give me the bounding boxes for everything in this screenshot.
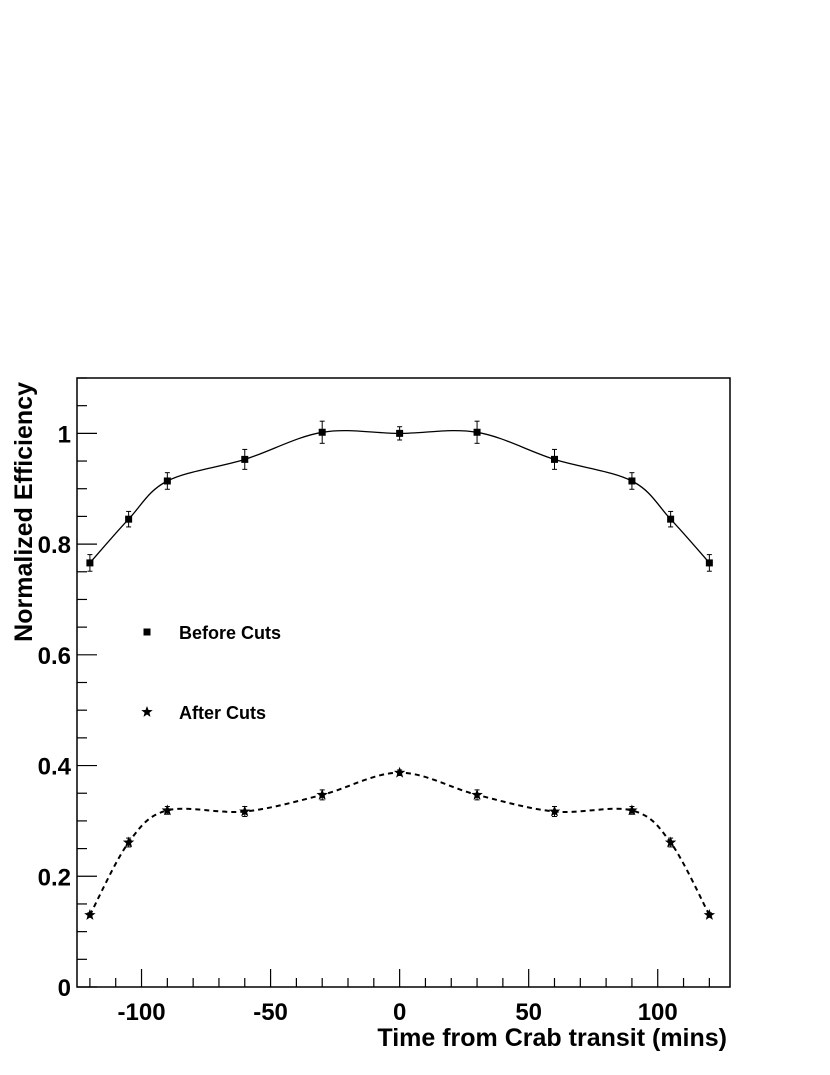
fit-curve-after-cuts — [89, 771, 711, 916]
data-point — [703, 909, 716, 920]
data-point — [664, 836, 677, 848]
data-point — [550, 448, 558, 470]
legend-entry: Before Cuts — [143, 623, 281, 643]
fit-curves — [89, 429, 711, 916]
data-point — [122, 836, 135, 848]
data-point — [86, 554, 94, 572]
star-marker — [239, 805, 251, 817]
x-tick-label: 50 — [515, 999, 542, 1026]
data-point — [239, 805, 251, 817]
x-tick-label: 100 — [638, 999, 678, 1026]
fit-curve-before-cuts — [89, 429, 710, 564]
legend-marker — [143, 628, 151, 636]
star-marker — [471, 788, 483, 800]
data-point — [125, 510, 133, 528]
data-point — [84, 909, 96, 920]
star-marker — [548, 805, 561, 817]
legend-label: After Cuts — [179, 703, 266, 723]
x-tick-label: -50 — [253, 999, 288, 1026]
data-point — [705, 554, 713, 572]
square-marker — [163, 477, 171, 485]
star-marker — [122, 836, 135, 848]
square-marker — [667, 515, 675, 523]
square-marker — [318, 428, 326, 436]
data-point — [473, 420, 481, 444]
x-axis-title: Time from Crab transit (mins) — [377, 1024, 727, 1052]
data-point — [318, 420, 326, 444]
data-point — [163, 472, 171, 490]
y-axis-title: Normalized Efficiency — [10, 382, 38, 642]
data-point — [548, 805, 561, 817]
legend-marker — [141, 706, 153, 717]
y-tick-label: 0.6 — [38, 643, 71, 670]
square-marker — [125, 515, 133, 523]
axes: -100 -50 0 50 100 0 0.2 0.4 0.6 0.8 1 — [38, 377, 710, 1026]
data-point — [667, 510, 675, 528]
data-point — [626, 804, 638, 816]
star-marker — [161, 804, 173, 816]
star-marker — [316, 788, 328, 800]
square-marker — [241, 455, 249, 463]
data-point — [241, 448, 249, 470]
x-tick-label: -100 — [118, 999, 166, 1026]
square-marker — [473, 428, 481, 436]
square-marker — [705, 559, 713, 567]
star-marker — [84, 909, 96, 920]
y-tick-label: 0.8 — [38, 532, 71, 559]
square-marker — [628, 477, 636, 485]
y-tick-label: 0 — [58, 975, 71, 1002]
data-point — [161, 804, 173, 816]
legend: Before Cuts After Cuts — [141, 623, 281, 723]
star-marker — [703, 909, 716, 920]
data-point — [316, 788, 328, 801]
legend-entry: After Cuts — [141, 703, 266, 723]
square-marker — [550, 455, 558, 463]
data-point — [396, 426, 404, 441]
data-point — [628, 472, 636, 490]
y-tick-label: 1 — [58, 421, 71, 448]
data-point — [471, 788, 483, 801]
square-marker — [86, 559, 94, 567]
y-tick-label: 0.2 — [38, 864, 71, 891]
y-tick-label: 0.4 — [38, 754, 72, 781]
data-point — [393, 766, 406, 778]
star-marker — [626, 804, 638, 816]
square-marker — [396, 429, 404, 437]
plot-frame — [76, 377, 731, 988]
x-tick-label: 0 — [393, 999, 406, 1026]
star-marker — [393, 766, 406, 778]
data-points — [84, 420, 716, 920]
legend-label: Before Cuts — [179, 623, 281, 643]
star-marker — [664, 836, 677, 848]
